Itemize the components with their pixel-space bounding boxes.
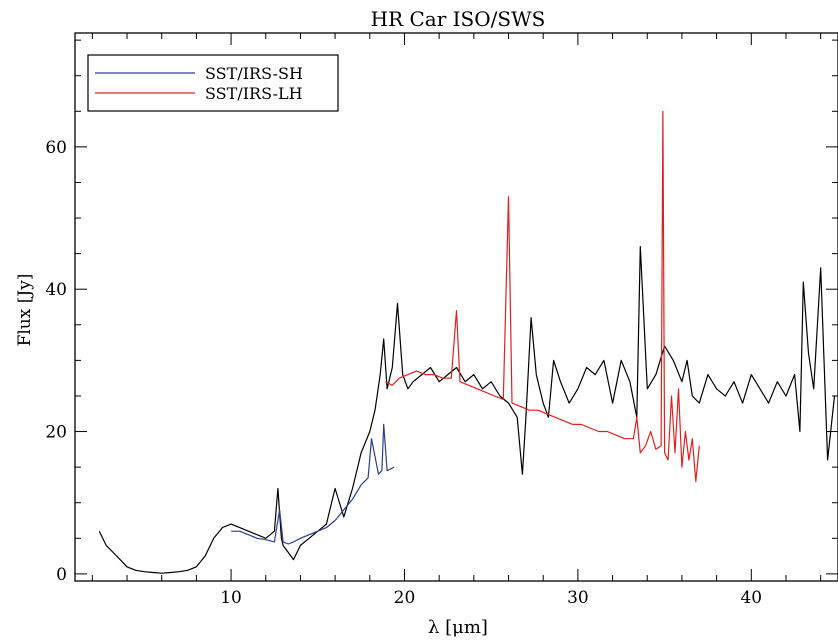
x-axis-label: λ [μm] (428, 617, 488, 638)
x-tick-label: 30 (567, 588, 589, 608)
y-tick-label: 20 (45, 423, 67, 443)
axes-layer: 10 20 30 40 0 20 40 60 (45, 32, 838, 608)
legend-label-lh: SST/IRS-LH (205, 84, 303, 103)
y-tick-label: 40 (45, 280, 67, 300)
y-axis-label: Flux [Jy] (15, 274, 35, 347)
legend-label-sh: SST/IRS-SH (205, 64, 303, 83)
x-tick-label: 40 (740, 588, 762, 608)
x-tick-label: 10 (220, 588, 242, 608)
series-line-2 (385, 110, 700, 482)
y-tick-label: 0 (56, 565, 67, 585)
y-tick-label: 60 (45, 138, 67, 158)
x-tick-label: 20 (394, 588, 416, 608)
legend: SST/IRS-SH SST/IRS-LH (87, 54, 339, 112)
chart-title: HR Car ISO/SWS (371, 7, 546, 31)
series-layer (98, 110, 836, 574)
series-line-1 (231, 423, 395, 545)
series-line-0 (98, 245, 836, 574)
plot-frame (74, 32, 838, 582)
legend-box (87, 54, 339, 112)
